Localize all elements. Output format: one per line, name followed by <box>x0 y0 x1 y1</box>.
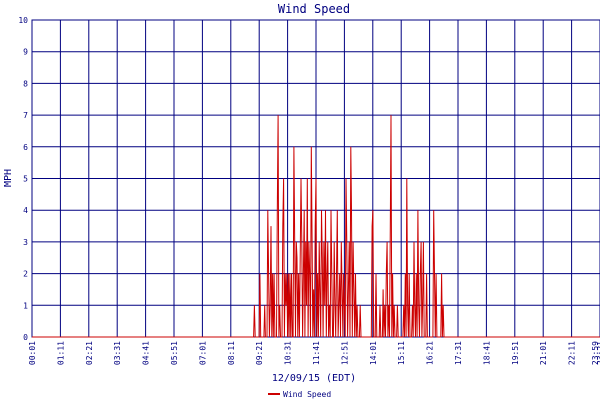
x-tick-labels: 00:01 01:11 02:21 03:31 04:41 05:51 07:01 08:11… <box>28 341 600 365</box>
y-tick-label: 10 <box>18 16 28 25</box>
x-tick-label: 21:01 <box>539 341 548 365</box>
x-tick-label: 09:21 <box>255 341 264 365</box>
y-tick-label: 9 <box>23 48 28 57</box>
chart-title: Wind Speed <box>278 2 350 16</box>
legend: Wind Speed <box>268 390 331 399</box>
x-tick-label: 07:01 <box>198 341 207 365</box>
x-end-label: 23:59 <box>591 341 600 365</box>
x-tick-label: 18:41 <box>482 341 491 365</box>
x-tick-label: 10:31 <box>284 341 293 365</box>
x-tick-label: 17:31 <box>454 341 463 365</box>
y-tick-label: 4 <box>23 206 28 215</box>
gridlines <box>31 19 600 338</box>
x-tick-label: 23:21 <box>596 341 600 365</box>
y-tick-label: 3 <box>23 238 28 247</box>
y-tick-label: 7 <box>23 111 28 120</box>
x-tick-label: 00:01 <box>28 341 37 365</box>
y-tick-label: 5 <box>23 175 28 184</box>
x-tick-label: 01:11 <box>56 341 65 365</box>
y-tick-label: 1 <box>23 301 28 310</box>
y-tick-label: 6 <box>23 143 28 152</box>
y-axis-label: MPH <box>3 169 14 187</box>
y-tick-labels: 0 1 2 3 4 5 6 7 8 9 10 <box>18 16 28 342</box>
legend-label: Wind Speed <box>283 390 331 399</box>
x-tick-label: 12:51 <box>340 341 349 365</box>
x-tick-label: 14:01 <box>369 341 378 365</box>
y-tick-label: 0 <box>23 333 28 342</box>
x-tick-label: 04:41 <box>142 341 151 365</box>
x-tick-label: 22:11 <box>568 341 577 365</box>
x-tick-label: 03:31 <box>113 341 122 365</box>
y-tick-label: 2 <box>23 270 28 279</box>
series-layer <box>32 115 600 338</box>
x-tick-label: 16:21 <box>426 341 435 365</box>
x-tick-label: 08:11 <box>227 341 236 365</box>
y-tick-label: 8 <box>23 79 28 88</box>
x-tick-label: 05:51 <box>170 341 179 365</box>
x-tick-label: 15:11 <box>397 341 406 365</box>
x-tick-label: 02:21 <box>85 341 94 365</box>
series-line-wind-speed <box>32 115 600 338</box>
x-tick-label: 11:41 <box>312 341 321 365</box>
x-tick-label: 19:51 <box>511 341 520 365</box>
x-axis-label: 12/09/15 (EDT) <box>272 373 356 384</box>
